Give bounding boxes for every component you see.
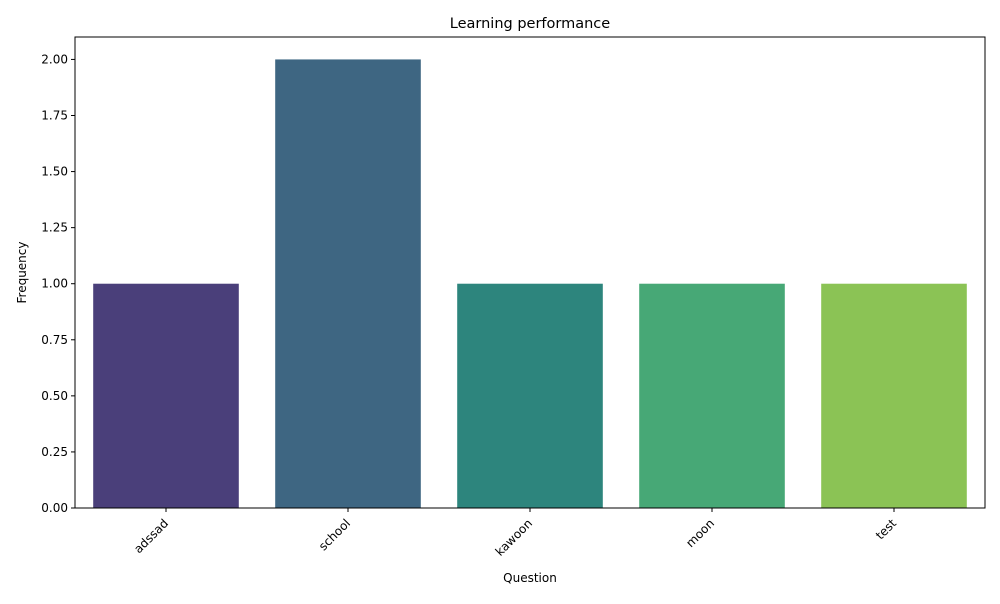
plot-frame xyxy=(74,36,986,509)
bar-adssad xyxy=(93,283,239,508)
x-tick-label: kawoon xyxy=(493,516,536,559)
y-tick-label: 0.00 xyxy=(41,501,68,515)
x-axis: adssad school kawoon moon test xyxy=(131,508,899,559)
x-tick-label: adssad xyxy=(131,516,171,556)
y-tick-label: 0.75 xyxy=(41,333,68,347)
chart-title: Learning performance xyxy=(450,16,610,32)
y-tick-label: 1.00 xyxy=(41,277,68,291)
bar-school xyxy=(275,59,421,509)
y-tick-label: 0.50 xyxy=(41,389,68,403)
x-axis-label: Question xyxy=(503,571,557,585)
y-tick-label: 1.75 xyxy=(41,109,68,123)
bars-group xyxy=(93,59,967,509)
x-tick-label: test xyxy=(873,516,899,542)
y-tick-label: 2.00 xyxy=(41,52,68,66)
bar-test xyxy=(821,283,967,508)
x-tick-label: school xyxy=(316,516,353,553)
y-tick-label: 1.50 xyxy=(41,165,68,179)
y-axis-label: Frequency xyxy=(15,242,29,304)
y-tick-label: 0.25 xyxy=(41,445,68,459)
y-tick-label: 1.25 xyxy=(41,221,68,235)
bar-kawoon xyxy=(457,283,603,508)
x-tick-label: moon xyxy=(683,516,717,550)
bar-moon xyxy=(639,283,785,508)
y-axis: 0.00 0.25 0.50 0.75 1.00 1.25 1.50 1.75 2.00 xyxy=(41,52,75,515)
